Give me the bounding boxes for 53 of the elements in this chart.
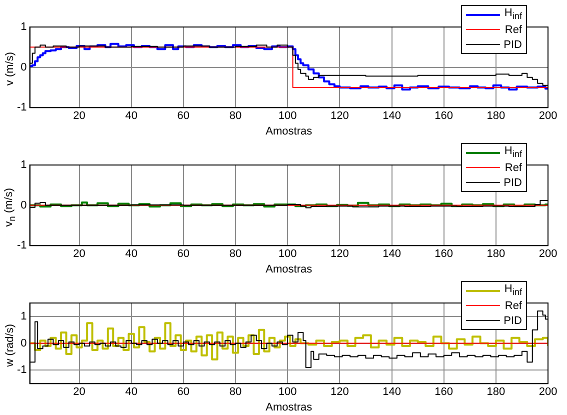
x-tick-label: 20 <box>73 110 86 122</box>
x-tick-label: 160 <box>434 110 454 122</box>
x-tick-label: 20 <box>73 248 86 260</box>
x-tick-label: 60 <box>177 386 190 398</box>
x-tick-label: 40 <box>125 386 138 398</box>
y-axis-title: v (m/s) <box>4 52 16 86</box>
y-tick-label: 0 <box>20 199 27 212</box>
y-tick-label: 0 <box>20 337 27 350</box>
x-tick-label: 120 <box>330 386 349 398</box>
y-tick-label: -1 <box>17 364 27 376</box>
x-tick-label: 200 <box>538 248 558 260</box>
x-tick-label: 40 <box>125 110 138 122</box>
legend-label: Ref <box>504 300 522 312</box>
x-tick-label: 60 <box>177 110 190 122</box>
x-tick-label: 80 <box>229 248 242 260</box>
x-tick-label: 100 <box>278 248 297 260</box>
x-tick-label: 200 <box>538 386 558 398</box>
x-tick-label: 80 <box>229 386 242 398</box>
legend-label: H$_{inf}$ <box>504 145 522 160</box>
y-tick-label: 1 <box>20 310 27 322</box>
x-tick-label: 40 <box>125 248 138 260</box>
y-tick-label: 1 <box>20 159 27 172</box>
x-tick-label: 140 <box>382 386 401 398</box>
x-tick-label: 100 <box>278 110 297 122</box>
legend-label: Ref <box>504 24 522 36</box>
x-tick-label: 120 <box>330 248 349 260</box>
x-tick-label: 160 <box>434 386 454 398</box>
x-tick-label: 180 <box>486 110 506 122</box>
y-tick-label: 0 <box>20 61 27 74</box>
x-tick-label: 200 <box>538 110 558 122</box>
legend-label: Ref <box>504 162 522 174</box>
legend-label: H$_{inf}$ <box>504 7 522 22</box>
x-tick-label: 80 <box>229 110 242 122</box>
y-tick-label: -1 <box>17 102 27 114</box>
legend-label: PID <box>504 176 522 188</box>
x-tick-label: 140 <box>382 110 401 122</box>
x-tick-label: 20 <box>73 386 86 398</box>
x-tick-label: 180 <box>486 386 506 398</box>
x-tick-label: 180 <box>486 248 506 260</box>
legend-label: H$_{inf}$ <box>504 283 522 298</box>
x-axis-title: Amostras <box>266 263 313 276</box>
legend-label: PID <box>504 314 522 326</box>
x-tick-label: 140 <box>382 248 401 260</box>
y-tick-label: 1 <box>20 21 27 34</box>
x-tick-label: 120 <box>330 110 349 122</box>
x-axis-title: Amostras <box>266 401 313 414</box>
x-axis-title: Amostras <box>266 125 313 138</box>
x-tick-label: 100 <box>278 386 297 398</box>
legend-label: PID <box>504 38 522 50</box>
y-tick-label: -1 <box>17 240 27 252</box>
x-tick-label: 60 <box>177 248 190 260</box>
x-tick-label: 160 <box>434 248 454 260</box>
y-axis-title: w (rad/s) <box>4 324 16 366</box>
